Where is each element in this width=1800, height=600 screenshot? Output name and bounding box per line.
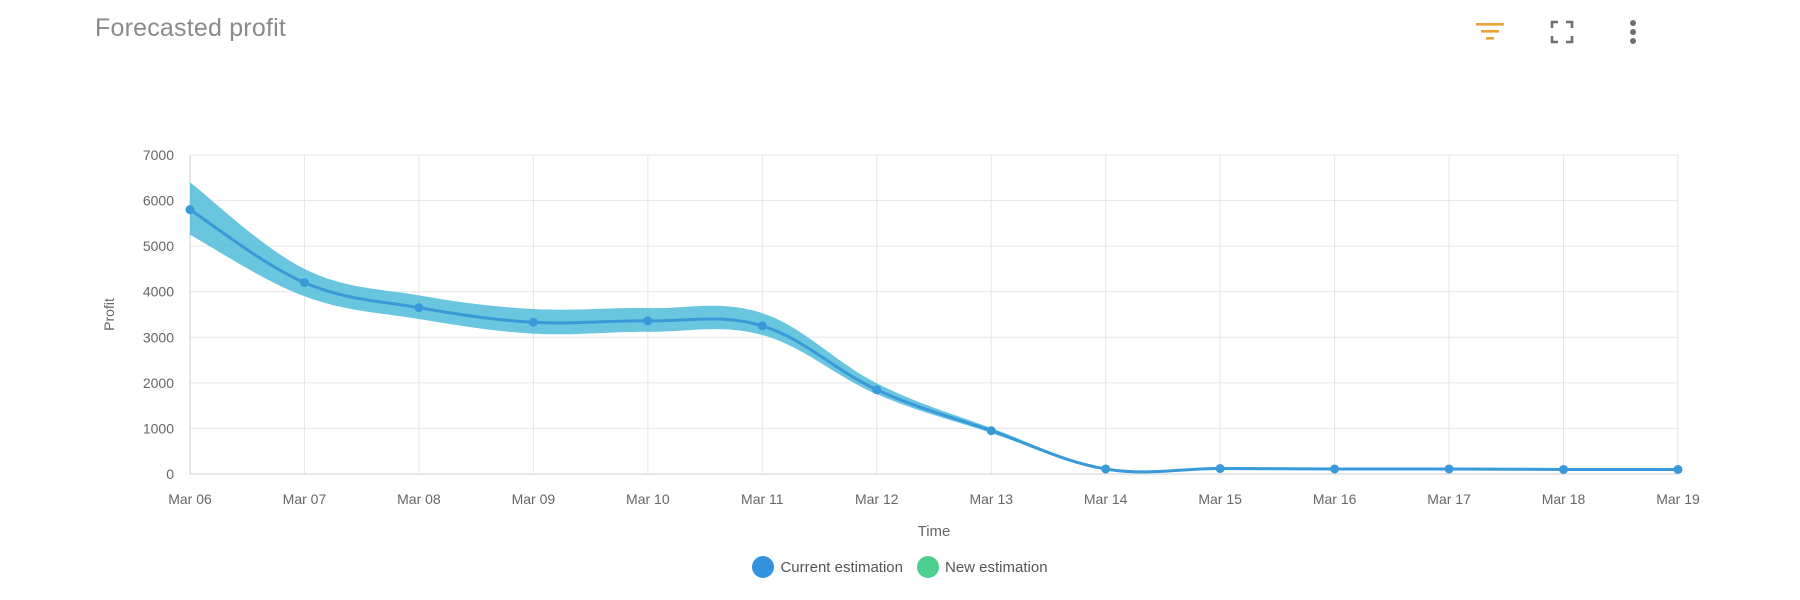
data-point xyxy=(1444,464,1454,474)
legend-label-current: Current estimation xyxy=(780,558,903,576)
data-point xyxy=(1559,464,1569,474)
confidence-band xyxy=(190,182,1678,473)
x-tick-label: Mar 07 xyxy=(283,491,327,507)
y-tick-label: 7000 xyxy=(143,147,174,163)
x-axis-title: Time xyxy=(918,523,951,540)
y-tick-label: 3000 xyxy=(143,329,174,345)
data-point xyxy=(643,316,653,326)
x-tick-label: Mar 06 xyxy=(168,491,212,507)
x-tick-label: Mar 12 xyxy=(855,491,899,507)
y-tick-label: 5000 xyxy=(143,238,174,254)
x-tick-label: Mar 14 xyxy=(1084,491,1128,507)
fullscreen-button[interactable] xyxy=(1542,12,1582,52)
legend-item-current[interactable]: Current estimation xyxy=(752,556,903,578)
more-options-button[interactable] xyxy=(1613,12,1653,52)
chart-title: Forecasted profit xyxy=(95,14,286,42)
x-tick-label: Mar 09 xyxy=(512,491,556,507)
y-tick-label: 4000 xyxy=(143,284,174,300)
more-vertical-icon xyxy=(1630,20,1636,44)
y-axis-title: Profit xyxy=(101,298,117,331)
series-line-current-estimation xyxy=(189,208,1679,474)
legend-item-new[interactable]: New estimation xyxy=(917,556,1048,578)
data-point xyxy=(414,303,424,313)
data-point xyxy=(872,385,882,395)
x-tick-label: Mar 10 xyxy=(626,491,670,507)
fullscreen-icon xyxy=(1550,20,1574,44)
x-tick-label: Mar 17 xyxy=(1427,491,1471,507)
y-tick-label: 1000 xyxy=(143,420,174,436)
filter-icon xyxy=(1476,23,1504,40)
x-tick-label: Mar 13 xyxy=(969,491,1013,507)
y-tick-label: 2000 xyxy=(143,375,174,391)
data-point xyxy=(986,426,996,436)
y-tick-label: 6000 xyxy=(143,193,174,209)
data-point xyxy=(1101,464,1111,474)
x-tick-label: Mar 08 xyxy=(397,491,441,507)
chart-legend: Current estimation New estimation xyxy=(0,556,1800,578)
x-tick-label: Mar 16 xyxy=(1313,491,1357,507)
legend-label-new: New estimation xyxy=(945,558,1048,576)
data-point xyxy=(1330,464,1340,474)
x-tick-label: Mar 11 xyxy=(741,491,784,507)
legend-marker-current xyxy=(752,556,775,578)
x-tick-label: Mar 19 xyxy=(1656,491,1700,507)
data-point xyxy=(528,317,538,327)
data-point xyxy=(299,278,309,288)
filter-button[interactable] xyxy=(1470,12,1510,52)
y-tick-label: 0 xyxy=(166,466,174,482)
legend-marker-new xyxy=(917,556,939,578)
data-point xyxy=(185,205,195,215)
x-tick-label: Mar 18 xyxy=(1542,491,1586,507)
data-point xyxy=(1673,464,1683,474)
x-tick-label: Mar 15 xyxy=(1198,491,1242,507)
data-point xyxy=(1215,464,1225,474)
data-point xyxy=(757,321,767,331)
chart-toolbar xyxy=(1470,12,1800,52)
